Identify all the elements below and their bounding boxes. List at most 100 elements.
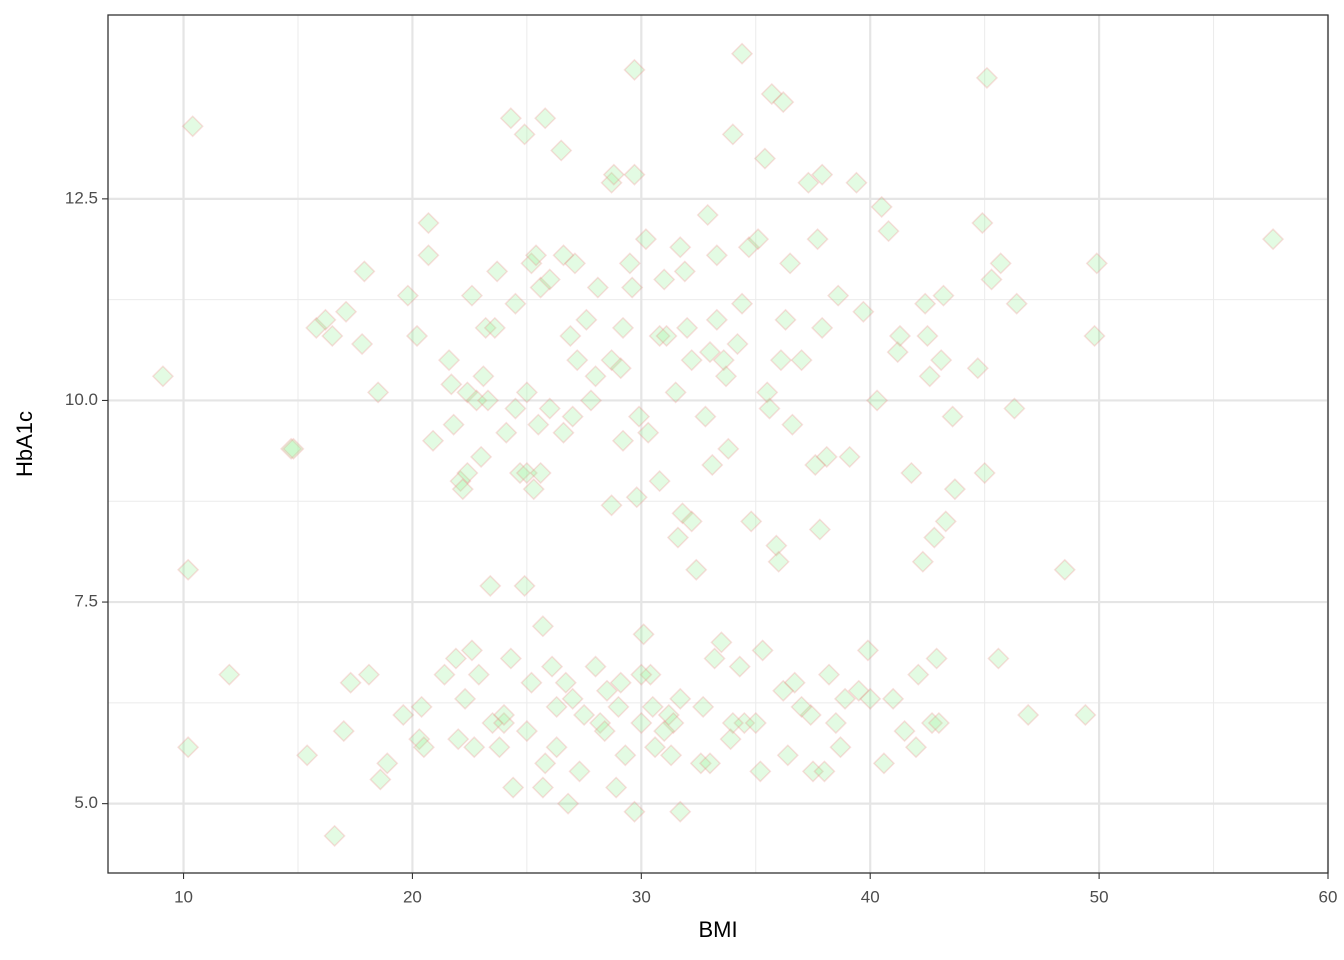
point bbox=[463, 736, 486, 759]
point bbox=[767, 550, 790, 573]
point bbox=[971, 211, 994, 235]
point bbox=[451, 478, 474, 501]
point bbox=[744, 711, 767, 735]
point bbox=[728, 655, 751, 678]
point bbox=[559, 324, 582, 348]
point bbox=[369, 768, 392, 791]
point bbox=[554, 671, 577, 694]
point bbox=[927, 711, 950, 735]
point bbox=[1083, 324, 1106, 348]
point bbox=[314, 308, 337, 331]
point bbox=[607, 695, 630, 718]
point bbox=[557, 792, 580, 815]
point bbox=[520, 252, 543, 275]
point bbox=[966, 357, 989, 380]
point bbox=[339, 671, 362, 694]
point bbox=[460, 639, 484, 662]
point bbox=[499, 647, 522, 670]
point bbox=[465, 389, 488, 412]
point bbox=[447, 728, 470, 751]
point bbox=[721, 711, 744, 735]
point bbox=[561, 687, 584, 710]
point bbox=[545, 695, 568, 718]
point bbox=[280, 437, 303, 460]
x-tick-label: 30 bbox=[632, 887, 651, 906]
point bbox=[694, 405, 717, 428]
point bbox=[813, 760, 836, 783]
point bbox=[296, 744, 319, 767]
point bbox=[568, 760, 591, 783]
point bbox=[934, 510, 957, 533]
point bbox=[662, 711, 685, 735]
point bbox=[531, 615, 554, 638]
point bbox=[476, 389, 500, 412]
point bbox=[772, 679, 795, 702]
point bbox=[621, 276, 644, 299]
point bbox=[932, 284, 955, 307]
point bbox=[305, 316, 328, 339]
point bbox=[508, 461, 532, 485]
point bbox=[726, 332, 749, 356]
point bbox=[815, 445, 838, 468]
point bbox=[538, 268, 561, 291]
point bbox=[920, 711, 944, 735]
point bbox=[593, 720, 616, 743]
point bbox=[513, 574, 536, 597]
point bbox=[531, 776, 554, 799]
point bbox=[753, 147, 776, 170]
point bbox=[527, 413, 550, 436]
point bbox=[513, 123, 536, 146]
point bbox=[376, 752, 399, 775]
x-axis-title: BMI bbox=[698, 917, 737, 942]
point bbox=[467, 663, 490, 686]
point bbox=[705, 308, 728, 331]
point bbox=[181, 115, 204, 138]
point bbox=[449, 470, 472, 493]
point bbox=[721, 123, 744, 146]
point bbox=[866, 389, 889, 412]
point bbox=[859, 687, 882, 710]
point bbox=[627, 405, 651, 428]
point bbox=[486, 260, 509, 283]
point bbox=[433, 663, 456, 686]
point bbox=[811, 163, 834, 186]
point bbox=[1053, 558, 1076, 581]
point bbox=[351, 332, 374, 356]
point bbox=[632, 623, 655, 646]
point bbox=[877, 220, 900, 243]
point bbox=[623, 163, 646, 186]
point bbox=[502, 776, 525, 799]
point bbox=[492, 711, 516, 735]
point bbox=[579, 389, 603, 412]
point bbox=[332, 720, 355, 743]
point bbox=[712, 349, 735, 372]
point bbox=[495, 421, 518, 444]
point bbox=[692, 695, 715, 718]
point bbox=[765, 534, 788, 557]
point bbox=[524, 244, 548, 267]
point bbox=[856, 639, 879, 662]
point bbox=[609, 357, 632, 380]
point bbox=[847, 679, 870, 702]
point bbox=[614, 744, 637, 767]
point bbox=[923, 526, 946, 549]
point bbox=[701, 453, 724, 477]
point bbox=[630, 711, 653, 735]
point bbox=[680, 349, 703, 372]
point bbox=[575, 308, 598, 331]
point bbox=[1074, 703, 1097, 727]
point bbox=[499, 107, 522, 130]
point bbox=[481, 711, 504, 735]
point bbox=[552, 244, 575, 267]
point bbox=[643, 736, 667, 759]
point bbox=[790, 695, 813, 718]
point bbox=[609, 671, 632, 694]
point bbox=[914, 292, 937, 315]
panel-border bbox=[107, 14, 1329, 874]
point bbox=[783, 671, 806, 694]
point bbox=[504, 292, 527, 315]
point bbox=[334, 300, 358, 323]
point bbox=[769, 349, 793, 372]
y-tick-label: 7.5 bbox=[74, 592, 98, 611]
point bbox=[637, 421, 660, 444]
